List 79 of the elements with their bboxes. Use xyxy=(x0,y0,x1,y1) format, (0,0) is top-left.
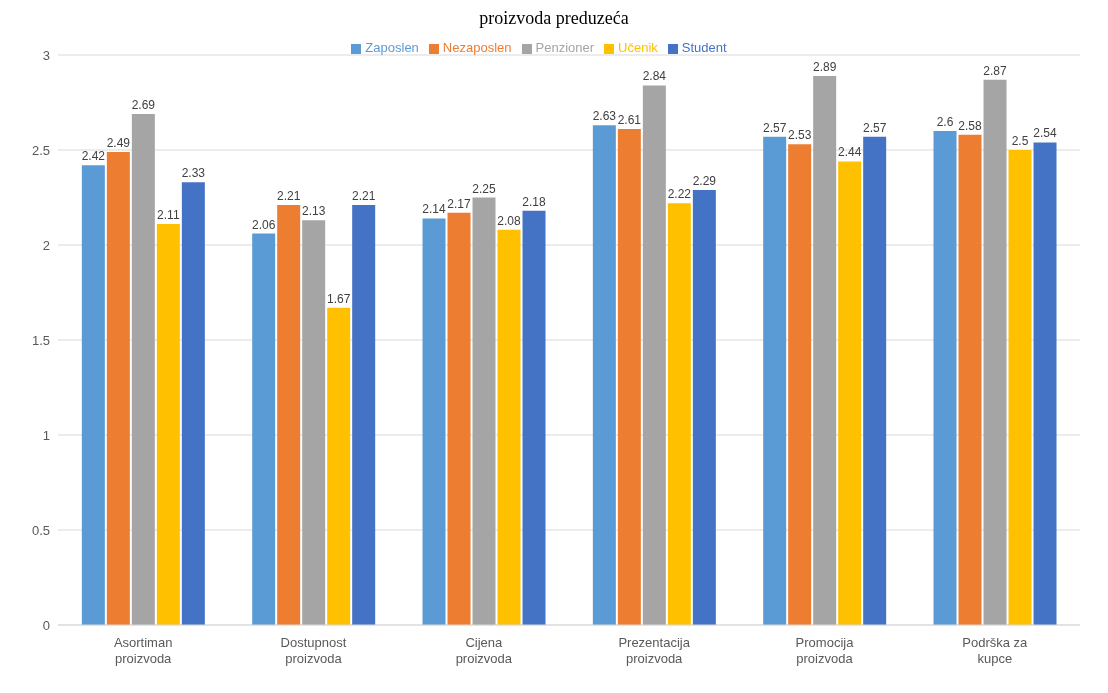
bar xyxy=(617,129,641,625)
x-tick-label: Cijena proizvoda xyxy=(455,635,513,666)
bar xyxy=(642,85,666,625)
data-label: 2.17 xyxy=(447,196,472,211)
y-tick-label: 1 xyxy=(42,427,50,443)
chart-title: proizvoda preduzeća xyxy=(478,8,630,30)
data-label: 2.13 xyxy=(302,204,326,219)
bar xyxy=(1033,142,1057,625)
bar xyxy=(302,220,326,625)
bar xyxy=(667,203,691,625)
data-label: 2.87 xyxy=(983,63,1008,78)
data-label: 2.06 xyxy=(252,217,276,232)
data-label: 2.08 xyxy=(497,213,522,228)
bar xyxy=(863,136,887,625)
bar xyxy=(497,229,521,625)
bar xyxy=(81,165,105,625)
bar xyxy=(813,75,837,625)
data-label: 2.25 xyxy=(472,181,497,196)
x-tick-label: Podrška za kupce xyxy=(962,635,1029,666)
data-label: 2.61 xyxy=(617,113,642,128)
data-label: 2.14 xyxy=(422,202,447,217)
data-label: 2.69 xyxy=(131,97,156,112)
data-label: 2.84 xyxy=(642,69,667,84)
bar xyxy=(327,307,351,625)
bar xyxy=(592,125,616,625)
bar xyxy=(838,161,862,625)
data-label: 2.49 xyxy=(106,135,131,150)
data-label: 2.18 xyxy=(522,194,547,209)
bar xyxy=(522,210,546,625)
bar xyxy=(106,151,130,625)
bar xyxy=(788,144,812,625)
y-tick-label: 3 xyxy=(42,47,50,63)
data-label: 2.63 xyxy=(592,109,617,124)
y-tick-label: 2 xyxy=(42,237,50,253)
data-label: 2.42 xyxy=(81,149,106,164)
data-label: 2.11 xyxy=(157,208,180,223)
bar xyxy=(252,233,276,625)
data-label: 2.5 xyxy=(1011,134,1029,148)
data-label: 2.57 xyxy=(863,120,887,135)
x-tick-label: Promocija proizvoda xyxy=(795,635,855,666)
legend-label: Učenik xyxy=(618,40,658,55)
data-label: 2.57 xyxy=(763,120,787,135)
y-tick-label: 0.5 xyxy=(31,522,50,538)
bar xyxy=(131,113,155,625)
bar xyxy=(1008,150,1032,625)
data-label: 2.33 xyxy=(181,166,206,181)
bar xyxy=(422,218,446,625)
data-label: 2.89 xyxy=(813,59,837,74)
data-label: 2.54 xyxy=(1033,126,1058,141)
x-tick-label: Prezentacija proizvoda xyxy=(618,635,691,666)
data-label: 2.58 xyxy=(958,118,983,133)
legend-label: Penzioner xyxy=(535,40,595,55)
bar xyxy=(277,205,301,625)
data-label: 1.67 xyxy=(327,291,351,306)
bar xyxy=(156,224,180,625)
data-label: 2.44 xyxy=(838,145,862,160)
y-tick-label: 1.5 xyxy=(31,332,50,348)
bar xyxy=(763,136,787,625)
bar xyxy=(352,205,376,625)
bar xyxy=(958,134,982,625)
legend-label: Zaposlen xyxy=(365,40,419,55)
legend-label: Nezaposlen xyxy=(442,40,512,55)
legend-label: Student xyxy=(681,40,727,55)
bar xyxy=(472,197,496,625)
bar xyxy=(692,189,716,625)
bar xyxy=(181,182,205,625)
data-label: 2.53 xyxy=(788,128,812,143)
x-tick-label: Dostupnost proizvoda xyxy=(280,635,347,666)
x-tick-label: Asortiman proizvoda xyxy=(113,635,173,666)
bar xyxy=(447,212,471,625)
data-label: 2.6 xyxy=(936,115,954,129)
data-label: 2.21 xyxy=(352,189,376,204)
data-label: 2.22 xyxy=(667,187,692,202)
bar xyxy=(983,79,1007,625)
data-label: 2.29 xyxy=(692,173,717,188)
y-tick-label: 0 xyxy=(42,617,50,633)
bar xyxy=(933,131,957,625)
data-label: 2.21 xyxy=(277,189,301,204)
y-tick-label: 2.5 xyxy=(31,142,50,158)
